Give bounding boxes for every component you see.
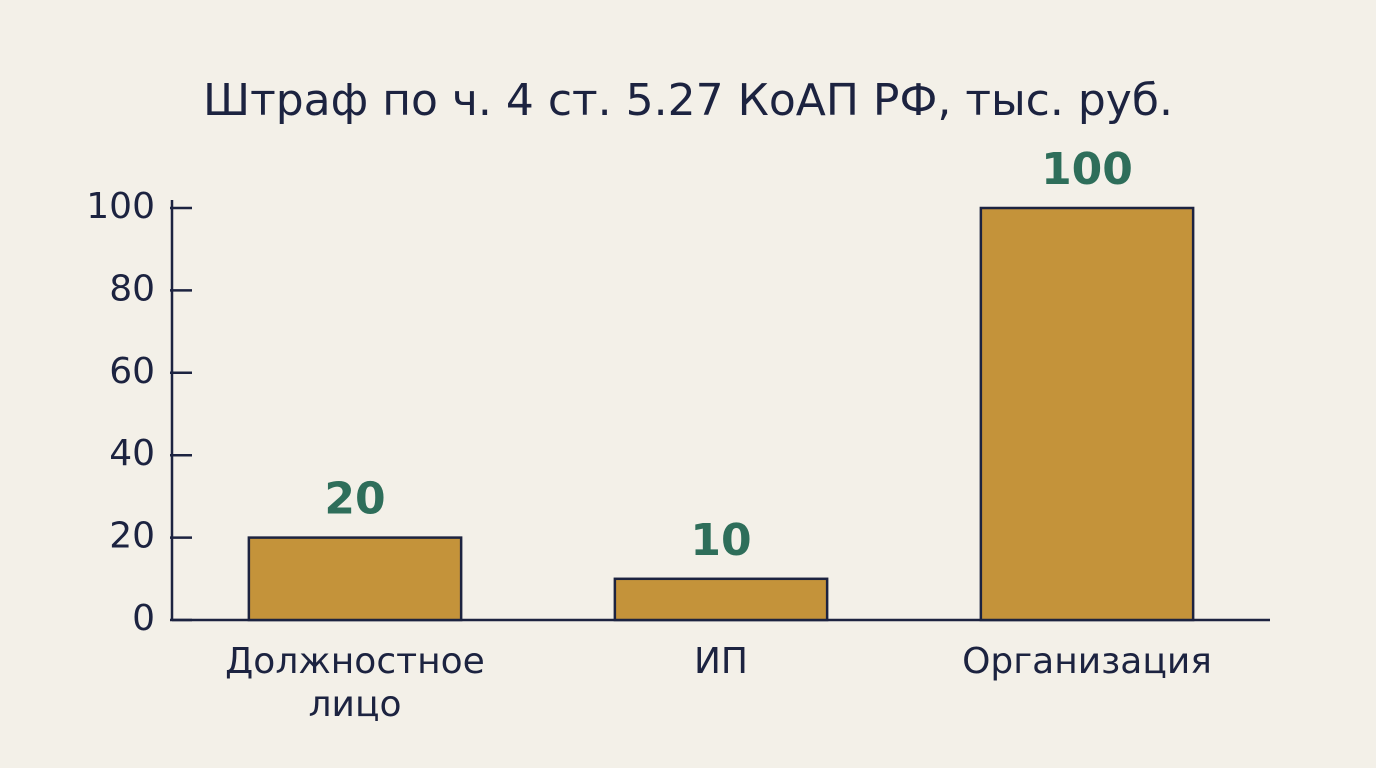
bar	[613, 577, 829, 622]
x-tick-label: Должностное лицо	[225, 641, 485, 725]
value-label: 20	[324, 474, 385, 525]
chart-title: Штраф по ч. 4 ст. 5.27 КоАП РФ, тыс. руб…	[203, 75, 1173, 126]
y-tick-label: 40	[109, 433, 155, 474]
y-tick-label: 20	[109, 516, 155, 557]
y-tick-label: 60	[109, 351, 155, 392]
y-tick-label: 80	[109, 268, 155, 309]
value-label: 10	[690, 515, 751, 566]
y-tick-label: 100	[86, 186, 155, 227]
bar	[247, 536, 463, 622]
x-tick-label: Организация	[962, 641, 1212, 682]
bar	[979, 206, 1195, 622]
x-tick-label: ИП	[694, 641, 748, 682]
y-tick-label: 0	[132, 598, 155, 639]
value-label: 100	[1041, 144, 1133, 195]
